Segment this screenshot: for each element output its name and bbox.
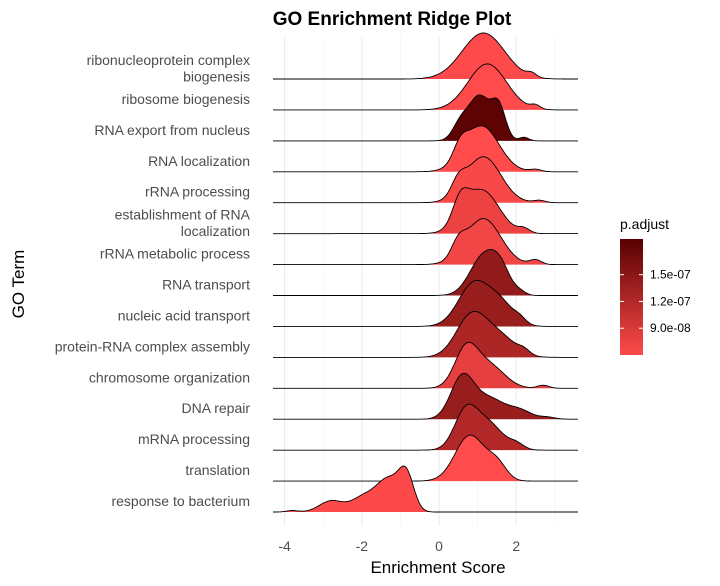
go-term-label: rRNA metabolic process xyxy=(100,246,250,262)
go-term-label: RNA export from nucleus xyxy=(94,122,250,138)
ridge-fill xyxy=(273,125,578,172)
ridge-fill xyxy=(273,156,578,203)
ridge-fill xyxy=(273,373,578,420)
go-term-label: DNA repair xyxy=(182,400,251,416)
ridge-1 xyxy=(273,63,578,111)
go-term-label: translation xyxy=(185,462,250,478)
ridge-9 xyxy=(273,310,578,358)
go-term-label: chromosome organization xyxy=(89,369,250,385)
ridge-4 xyxy=(273,156,578,204)
ridge-outline xyxy=(273,63,578,111)
ridge-outline xyxy=(273,434,578,482)
ridge-fill xyxy=(273,435,578,482)
x-tick-label: -4 xyxy=(278,538,291,554)
ridge-14 xyxy=(273,465,578,513)
color-legend: p.adjust 9.0e-08 1.2e-07 1.5e-07 xyxy=(620,216,691,355)
ridge-outline xyxy=(273,218,578,266)
x-axis-ticks: -4 -2 0 2 xyxy=(278,538,520,554)
ridge-13 xyxy=(273,434,578,482)
legend-ticks: 9.0e-08 1.2e-07 1.5e-07 xyxy=(620,268,691,335)
legend-color-bar xyxy=(620,239,643,355)
legend-tick-label: 1.5e-07 xyxy=(650,268,691,282)
x-tick-label: 0 xyxy=(435,538,443,554)
ridge-2 xyxy=(273,94,578,142)
legend-title: p.adjust xyxy=(620,216,669,232)
go-term-label: ribosome biogenesis xyxy=(122,91,250,107)
go-term-label: mRNA processing xyxy=(138,431,250,447)
ridge-outline xyxy=(273,279,578,327)
go-term-label: response to bacterium xyxy=(111,493,250,509)
x-axis-title: Enrichment Score xyxy=(370,558,505,577)
ridge-5 xyxy=(273,187,578,235)
ridge-outline xyxy=(273,32,578,80)
ridge-outline xyxy=(273,465,578,513)
legend-tick-label: 9.0e-08 xyxy=(650,321,691,335)
go-term-labels: ribonucleoprotein complex biogenesis ribos… xyxy=(55,52,251,509)
ridge-3 xyxy=(273,125,578,173)
ridge-fill xyxy=(273,94,578,141)
ridge-outline xyxy=(273,125,578,173)
go-term-label: nucleic acid transport xyxy=(118,307,250,323)
ridge-outline xyxy=(273,341,578,389)
ridge-7 xyxy=(273,249,578,296)
go-term-label: rRNA processing xyxy=(145,184,250,200)
ridge-fill xyxy=(273,404,578,451)
ridges xyxy=(273,32,578,513)
ridge-fill xyxy=(273,218,578,265)
ridge-fill xyxy=(273,249,578,296)
ridge-12 xyxy=(273,403,578,451)
ridge-6 xyxy=(273,218,578,266)
ridge-0 xyxy=(273,32,578,80)
ridge-11 xyxy=(273,372,578,420)
ridge-fill xyxy=(273,187,578,234)
go-term-label: ribonucleoprotein complex biogenesis xyxy=(87,52,250,85)
ridge-8 xyxy=(273,279,578,327)
legend-tick-label: 1.2e-07 xyxy=(650,294,691,308)
x-tick-label: 2 xyxy=(512,538,520,554)
ridge-outline xyxy=(273,249,578,296)
chart-title: GO Enrichment Ridge Plot xyxy=(273,9,512,30)
go-term-label: RNA transport xyxy=(162,277,250,293)
ridge-fill xyxy=(273,33,578,79)
go-term-label: establishment of RNA localization xyxy=(115,206,251,239)
go-term-label: RNA localization xyxy=(148,153,250,169)
ridge-fill xyxy=(273,466,578,513)
y-axis-title: GO Term xyxy=(9,250,28,319)
ridge-fill xyxy=(273,63,578,110)
ridge-outline xyxy=(273,94,578,142)
ridge-fill xyxy=(273,311,578,358)
ridge-outline xyxy=(273,187,578,235)
ridge-outline xyxy=(273,310,578,358)
ridge-outline xyxy=(273,372,578,420)
ridge-outline xyxy=(273,403,578,451)
x-tick-label: -2 xyxy=(356,538,369,554)
go-term-label: protein-RNA complex assembly xyxy=(55,338,250,354)
ridge-outline xyxy=(273,156,578,204)
ridge-10 xyxy=(273,341,578,389)
ridge-fill xyxy=(273,280,578,327)
ridge-fill xyxy=(273,342,578,389)
